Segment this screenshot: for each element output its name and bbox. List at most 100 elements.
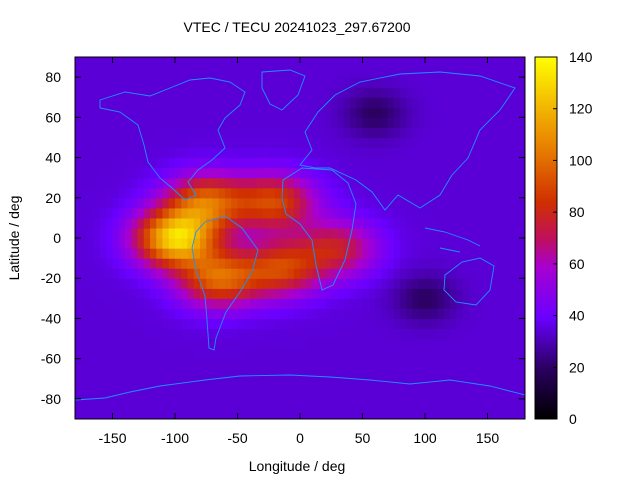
heatmap-cell	[450, 87, 457, 98]
heatmap-cell	[468, 167, 476, 179]
heatmap-cell	[343, 398, 351, 410]
heatmap-cell	[456, 238, 464, 249]
heatmap-cell	[400, 378, 407, 390]
heatmap-cell	[393, 217, 401, 229]
heatmap-cell	[87, 268, 95, 279]
heatmap-cell	[462, 207, 470, 219]
heatmap-cell	[193, 278, 201, 289]
heatmap-cell	[193, 348, 201, 360]
heatmap-cell	[81, 107, 89, 118]
heatmap-cell	[431, 378, 439, 390]
heatmap-cell	[468, 408, 476, 419]
heatmap-cell	[175, 97, 182, 108]
heatmap-cell	[368, 217, 376, 229]
heatmap-cell	[325, 288, 332, 299]
heatmap-cell	[212, 238, 220, 249]
heatmap-cell	[200, 117, 207, 128]
heatmap-cell	[118, 318, 126, 330]
heatmap-cell	[512, 308, 520, 320]
heatmap-cell	[81, 177, 89, 189]
heatmap-cell	[237, 107, 245, 118]
heatmap-cell	[418, 127, 426, 139]
heatmap-cell	[356, 87, 364, 98]
heatmap-cell	[481, 358, 489, 370]
heatmap-cell	[343, 177, 351, 189]
heatmap-cell	[200, 67, 207, 78]
heatmap-cell	[268, 127, 276, 139]
heatmap-cell	[81, 328, 89, 340]
heatmap-cell	[231, 187, 239, 199]
heatmap-cell	[81, 207, 89, 219]
heatmap-cell	[143, 147, 151, 159]
heatmap-cell	[406, 177, 414, 189]
heatmap-cell	[193, 308, 201, 320]
heatmap-cell	[325, 258, 332, 269]
heatmap-cell	[262, 87, 270, 98]
heatmap-cell	[175, 77, 182, 88]
heatmap-cell	[337, 147, 345, 159]
heatmap-cell	[431, 238, 439, 249]
heatmap-cell	[112, 318, 120, 330]
heatmap-cell	[362, 308, 370, 320]
heatmap-cell	[218, 67, 226, 78]
heatmap-cell	[431, 298, 439, 309]
heatmap-cell	[218, 308, 226, 320]
heatmap-cell	[443, 157, 451, 169]
heatmap-cell	[181, 87, 189, 98]
heatmap-cell	[300, 328, 307, 340]
heatmap-cell	[225, 338, 232, 350]
heatmap-cell	[425, 288, 432, 299]
heatmap-cell	[187, 217, 195, 229]
heatmap-cell	[162, 117, 170, 128]
heatmap-cell	[406, 248, 414, 259]
heatmap-cell	[300, 147, 307, 159]
heatmap-cell	[112, 127, 120, 139]
heatmap-cell	[87, 117, 95, 128]
colorbar-tick-label: 140	[569, 49, 593, 65]
heatmap-cell	[487, 348, 495, 360]
heatmap-cell	[156, 77, 164, 88]
heatmap-cell	[506, 258, 514, 269]
heatmap-cell	[362, 167, 370, 179]
heatmap-cell	[393, 137, 401, 149]
heatmap-cell	[418, 408, 426, 419]
heatmap-cell	[368, 338, 376, 350]
heatmap-cell	[437, 278, 445, 289]
heatmap-cell	[131, 278, 139, 289]
heatmap-cell	[118, 308, 126, 320]
heatmap-cell	[343, 378, 351, 390]
heatmap-cell	[506, 268, 514, 279]
heatmap-cell	[362, 288, 370, 299]
heatmap-cell	[112, 248, 120, 259]
heatmap-cell	[493, 77, 501, 88]
heatmap-cell	[368, 57, 376, 68]
heatmap-cell	[431, 137, 439, 149]
heatmap-cell	[437, 147, 445, 159]
heatmap-cell	[87, 97, 95, 108]
heatmap-cell	[506, 57, 514, 68]
heatmap-cell	[343, 127, 351, 139]
heatmap-cell	[112, 398, 120, 410]
heatmap-cell	[506, 137, 514, 149]
heatmap-cell	[162, 97, 170, 108]
heatmap-cell	[406, 147, 414, 159]
heatmap-cell	[137, 408, 145, 419]
heatmap-cell	[325, 227, 332, 239]
heatmap-cell	[162, 388, 170, 400]
heatmap-cell	[275, 388, 282, 400]
heatmap-cell	[443, 338, 451, 350]
heatmap-cell	[118, 408, 126, 419]
heatmap-cell	[168, 288, 176, 299]
heatmap-cell	[168, 57, 176, 68]
heatmap-cell	[106, 378, 114, 390]
heatmap-cell	[350, 388, 357, 400]
heatmap-cell	[275, 227, 282, 239]
heatmap-cell	[112, 117, 120, 128]
heatmap-cell	[518, 227, 525, 239]
heatmap-cell	[212, 408, 220, 419]
heatmap-cell	[131, 378, 139, 390]
heatmap-cell	[212, 278, 220, 289]
heatmap-cell	[193, 87, 201, 98]
heatmap-cell	[331, 57, 339, 68]
heatmap-cell	[250, 117, 257, 128]
